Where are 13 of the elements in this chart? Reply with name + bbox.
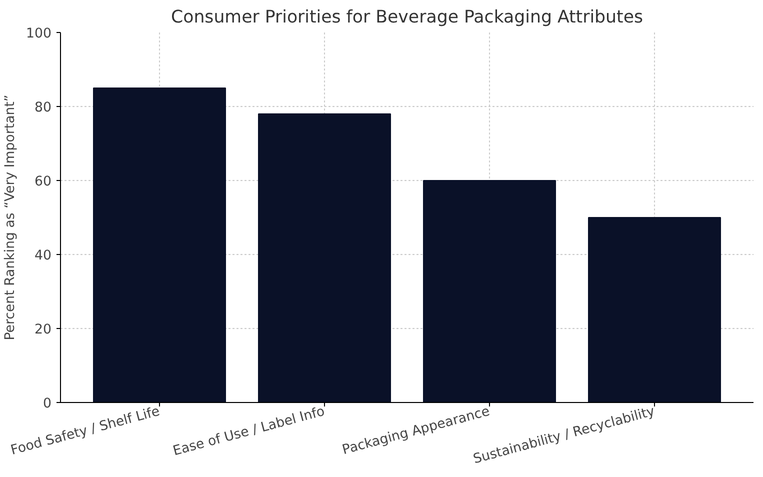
- y-tick-label: 60: [34, 174, 52, 190]
- bar: [93, 88, 226, 402]
- y-tick-label: 20: [34, 322, 52, 338]
- bar: [423, 180, 556, 402]
- bar: [588, 217, 721, 402]
- bar: [258, 113, 391, 402]
- y-tick-label: 0: [43, 396, 52, 412]
- y-axis-title: Percent Ranking as “Very Important”: [3, 94, 18, 340]
- y-tick-label: 80: [34, 100, 52, 116]
- y-tick-label: 40: [34, 248, 52, 264]
- chart-title: Consumer Priorities for Beverage Packaging Attributes: [170, 8, 644, 28]
- x-tick-label: Ease of Use / Label Info: [172, 404, 326, 460]
- y-tick-label: 100: [26, 26, 52, 42]
